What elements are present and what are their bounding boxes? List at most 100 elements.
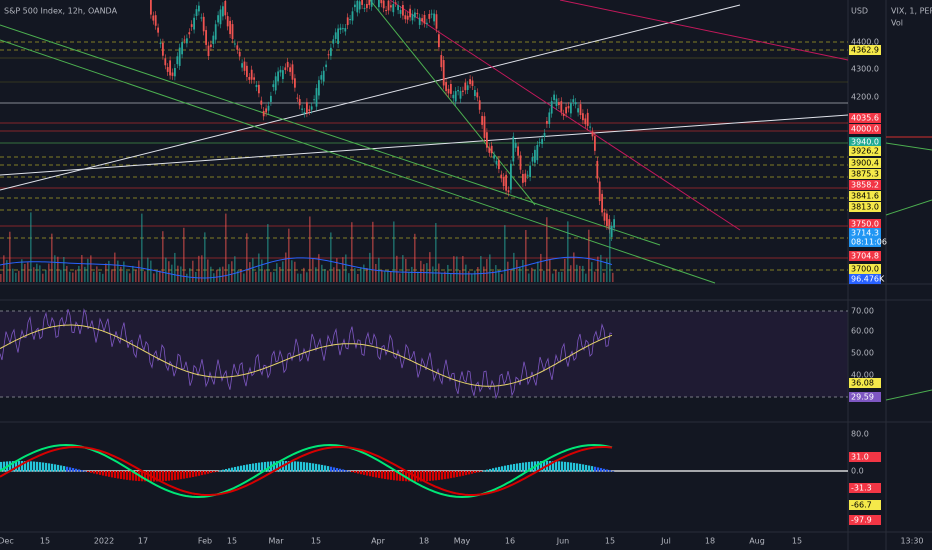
volume-bar bbox=[567, 221, 569, 282]
volume-bar bbox=[108, 260, 110, 282]
volume-bar bbox=[552, 273, 554, 282]
macd-hist bbox=[366, 471, 369, 476]
macd-hist bbox=[204, 471, 207, 475]
candle-body bbox=[598, 181, 601, 202]
candle-body bbox=[438, 34, 440, 48]
axis-label: -31.3 bbox=[851, 484, 872, 493]
macd-hist bbox=[273, 461, 276, 472]
axis-label: 96.476K bbox=[851, 275, 885, 284]
candle-body bbox=[586, 112, 589, 126]
volume-bar bbox=[375, 263, 377, 282]
macd-hist bbox=[66, 466, 69, 472]
time-label: 16 bbox=[505, 537, 515, 546]
macd-hist bbox=[42, 462, 45, 472]
time-label: Jul bbox=[660, 537, 671, 546]
macd-hist bbox=[426, 471, 429, 482]
volume-bar bbox=[57, 256, 59, 282]
volume-bar bbox=[504, 225, 506, 282]
macd-hist bbox=[498, 466, 501, 472]
macd-hist bbox=[99, 471, 102, 475]
volume-bar bbox=[513, 252, 515, 282]
volume-bar bbox=[240, 269, 242, 282]
volume-bar bbox=[585, 273, 587, 282]
trend-line bbox=[885, 389, 932, 401]
candle-body bbox=[596, 160, 599, 179]
candle-body bbox=[452, 94, 455, 99]
volume-bar bbox=[561, 271, 563, 282]
candle-body bbox=[538, 142, 541, 144]
candle-body bbox=[447, 88, 450, 94]
candle-body bbox=[507, 190, 510, 193]
volume-bar bbox=[531, 267, 533, 282]
macd-hist bbox=[510, 464, 513, 472]
trend-line bbox=[0, 4, 741, 191]
axis-tag bbox=[849, 202, 881, 212]
side-symbol: VIX, 1, PEPPER bbox=[891, 7, 932, 16]
macd-hist bbox=[279, 461, 282, 472]
axis-tag bbox=[849, 515, 881, 525]
volume-bar bbox=[285, 252, 287, 282]
volume-bar bbox=[30, 212, 32, 282]
candle-body bbox=[296, 97, 299, 99]
volume-bar bbox=[270, 272, 272, 282]
axis-label: 3750.0 bbox=[851, 220, 879, 229]
macd-hist bbox=[147, 471, 150, 482]
axis-tag bbox=[849, 452, 881, 462]
macd-hist bbox=[312, 463, 315, 472]
time-label: 15 bbox=[227, 537, 237, 546]
candle-body bbox=[435, 14, 438, 29]
macd-hist bbox=[561, 461, 564, 472]
macd-hist bbox=[96, 471, 99, 475]
candle-body bbox=[222, 6, 224, 17]
axis-label: -66.7 bbox=[851, 501, 872, 510]
macd-hist bbox=[354, 471, 357, 473]
time-label: 15 bbox=[311, 537, 321, 546]
macd-hist bbox=[30, 461, 33, 472]
macd-hist bbox=[327, 466, 330, 472]
volume-bar bbox=[363, 264, 365, 282]
macd-hist bbox=[129, 471, 132, 481]
macd-hist bbox=[576, 463, 579, 472]
candle-body bbox=[512, 136, 515, 162]
macd-hist bbox=[330, 466, 333, 472]
macd-hist bbox=[120, 471, 123, 479]
macd-hist bbox=[345, 470, 348, 472]
macd-hist bbox=[483, 470, 486, 472]
axis-tag bbox=[849, 124, 881, 134]
candle-body bbox=[205, 30, 207, 45]
macd-hist bbox=[189, 471, 192, 478]
macd-hist bbox=[321, 464, 324, 472]
macd-hist bbox=[417, 471, 420, 482]
volume-bar bbox=[255, 271, 257, 282]
volume-bar bbox=[453, 256, 455, 282]
macd-hist bbox=[408, 471, 411, 482]
macd-hist bbox=[213, 471, 216, 473]
candle-body bbox=[315, 88, 318, 107]
macd-hist bbox=[15, 461, 18, 472]
candle-body bbox=[416, 13, 419, 15]
axis-label: 3875.3 bbox=[851, 170, 879, 179]
volume-bar bbox=[420, 260, 422, 282]
macd-hist bbox=[186, 471, 189, 479]
volume-ma bbox=[0, 256, 613, 279]
macd-hist bbox=[507, 465, 510, 472]
macd-hist bbox=[267, 461, 270, 472]
trend-line bbox=[369, 0, 536, 206]
candle-body bbox=[392, 4, 395, 13]
candle-body bbox=[210, 44, 212, 47]
candle-body bbox=[157, 27, 159, 33]
candle-body bbox=[546, 121, 548, 124]
axis-label: 3700.0 bbox=[851, 265, 879, 274]
volume-bar bbox=[204, 232, 206, 282]
macd-hist bbox=[291, 461, 294, 472]
candle-body bbox=[495, 160, 498, 165]
candle-body bbox=[567, 106, 570, 109]
candle-body bbox=[354, 4, 356, 8]
candle-body bbox=[361, 0, 363, 5]
macd-hist bbox=[117, 471, 120, 479]
volume-bar bbox=[111, 269, 113, 282]
candle-body bbox=[574, 102, 577, 105]
volume-bar bbox=[6, 260, 8, 282]
volume-bar bbox=[93, 271, 95, 282]
volume-bar bbox=[297, 273, 299, 282]
